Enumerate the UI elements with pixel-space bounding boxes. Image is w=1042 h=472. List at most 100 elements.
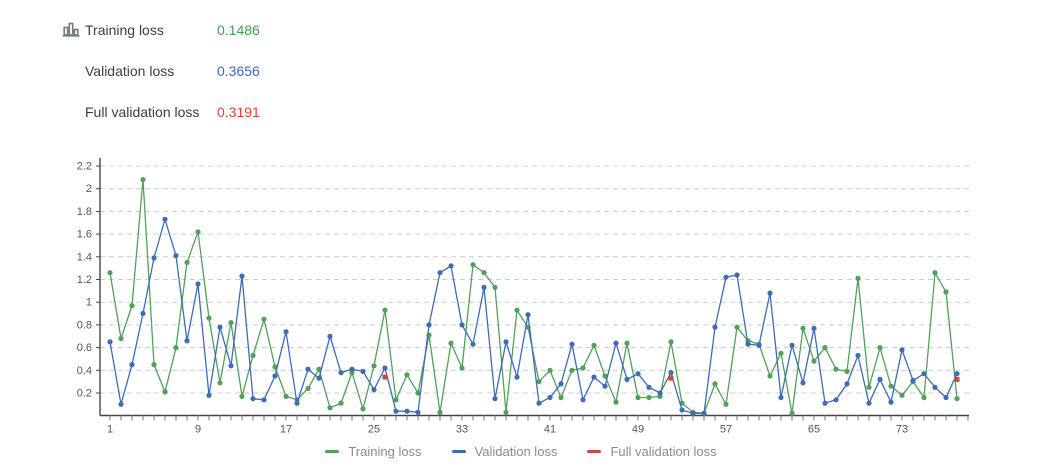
validation-loss-point bbox=[888, 399, 894, 405]
validation-loss-point bbox=[899, 347, 905, 353]
validation-loss-point bbox=[569, 341, 575, 347]
validation-loss-point bbox=[591, 374, 597, 380]
training-loss-point bbox=[470, 262, 476, 268]
y-tick-label: 1.4 bbox=[77, 251, 92, 263]
validation-loss-dash-icon bbox=[451, 450, 466, 453]
validation-loss-point bbox=[217, 324, 223, 330]
validation-loss-point bbox=[723, 274, 729, 280]
validation-loss-point bbox=[382, 365, 388, 371]
validation-loss-point bbox=[283, 329, 289, 335]
validation-loss-point bbox=[272, 373, 278, 379]
training-loss-point bbox=[492, 284, 498, 290]
validation-loss-point bbox=[558, 381, 564, 387]
validation-loss-point bbox=[613, 340, 619, 346]
validation-loss-point bbox=[250, 396, 256, 402]
validation-loss-point bbox=[800, 380, 806, 386]
validation-loss-stat: Validation loss 0.3656 bbox=[62, 63, 260, 79]
legend-item-training-loss[interactable]: Training loss bbox=[325, 444, 422, 459]
validation-loss-point bbox=[954, 371, 960, 377]
training-loss-point bbox=[404, 372, 410, 378]
validation-loss-point bbox=[602, 383, 608, 389]
validation-loss-point bbox=[811, 325, 817, 331]
validation-loss-point bbox=[239, 273, 245, 279]
validation-loss-point bbox=[173, 253, 179, 259]
training-loss-point bbox=[822, 345, 828, 351]
validation-loss-point bbox=[767, 290, 773, 296]
training-loss-point bbox=[228, 320, 234, 326]
validation-loss-point bbox=[789, 342, 795, 348]
training-loss-point bbox=[393, 397, 399, 403]
validation-loss-point bbox=[866, 400, 872, 406]
validation-loss-point bbox=[855, 352, 861, 359]
training-loss-point bbox=[371, 363, 377, 369]
training-loss-point bbox=[569, 367, 575, 373]
validation-loss-point bbox=[107, 339, 113, 345]
legend-item-full-validation-loss[interactable]: Full validation loss bbox=[587, 444, 717, 459]
validation-loss-point bbox=[514, 374, 520, 380]
validation-loss-point bbox=[492, 396, 498, 402]
training-loss-point bbox=[151, 362, 157, 368]
validation-loss-point bbox=[822, 400, 828, 406]
training-loss-point bbox=[899, 392, 905, 398]
training-loss-point bbox=[327, 405, 333, 411]
y-tick-label: 2 bbox=[86, 183, 92, 195]
training-loss-point bbox=[360, 406, 366, 412]
validation-loss-point bbox=[470, 341, 476, 347]
validation-loss-point bbox=[943, 394, 949, 401]
y-tick-label: 1.2 bbox=[77, 274, 92, 286]
training-loss-point bbox=[316, 366, 322, 372]
validation-loss-point bbox=[393, 408, 399, 414]
y-tick-label: 1.6 bbox=[77, 229, 92, 241]
training-loss-point bbox=[602, 373, 608, 379]
training-loss-point bbox=[437, 409, 443, 415]
full-validation-loss-label: Full validation loss bbox=[85, 104, 200, 120]
legend-label-training-loss: Training loss bbox=[348, 444, 422, 459]
validation-loss-point bbox=[624, 376, 630, 382]
training-loss-point bbox=[459, 365, 465, 371]
training-loss-point bbox=[195, 229, 201, 235]
validation-loss-point bbox=[140, 310, 146, 317]
training-loss-point bbox=[734, 324, 740, 330]
training-loss-point bbox=[536, 379, 542, 385]
y-tick-label: 1.8 bbox=[77, 206, 92, 218]
training-loss-point bbox=[118, 335, 124, 342]
validation-loss-point bbox=[547, 394, 553, 401]
x-tick-label: 49 bbox=[632, 424, 644, 436]
training-loss-point bbox=[547, 367, 553, 373]
legend-item-validation-loss[interactable]: Validation loss bbox=[451, 444, 557, 459]
training-loss-point bbox=[514, 307, 520, 313]
training-loss-point bbox=[877, 345, 883, 351]
training-loss-point bbox=[558, 394, 564, 401]
y-tick-label: 0.4 bbox=[77, 365, 92, 377]
training-loss-point bbox=[261, 316, 267, 322]
validation-loss-point bbox=[404, 408, 410, 414]
x-tick-label: 25 bbox=[368, 424, 380, 436]
x-tick-label: 9 bbox=[195, 424, 201, 436]
full-validation-loss-point bbox=[382, 374, 388, 380]
validation-loss-point bbox=[349, 366, 355, 372]
training-loss-point bbox=[833, 366, 839, 372]
x-tick-label: 1 bbox=[107, 424, 113, 436]
validation-loss-point bbox=[459, 322, 465, 328]
training-loss-point bbox=[855, 275, 861, 281]
validation-loss-point bbox=[151, 255, 157, 261]
training-loss-point bbox=[635, 394, 641, 401]
training-loss-point bbox=[800, 325, 806, 331]
validation-loss-point bbox=[503, 339, 509, 345]
training-loss-point bbox=[448, 340, 454, 346]
training-loss-value: 0.1486 bbox=[217, 22, 260, 38]
training-loss-point bbox=[712, 381, 718, 387]
validation-loss-point bbox=[305, 366, 311, 372]
validation-loss-point bbox=[679, 407, 685, 413]
training-loss-point bbox=[580, 365, 586, 371]
bar-chart-icon bbox=[62, 21, 85, 39]
y-tick-label: 0.8 bbox=[77, 319, 92, 331]
training-loss-point bbox=[943, 289, 949, 295]
training-loss-point bbox=[481, 270, 487, 276]
training-loss-point bbox=[613, 399, 619, 405]
validation-loss-point bbox=[734, 272, 740, 278]
validation-loss-point bbox=[228, 363, 234, 369]
training-loss-stat: Training loss 0.1486 bbox=[62, 22, 260, 38]
training-loss-point bbox=[184, 259, 190, 266]
